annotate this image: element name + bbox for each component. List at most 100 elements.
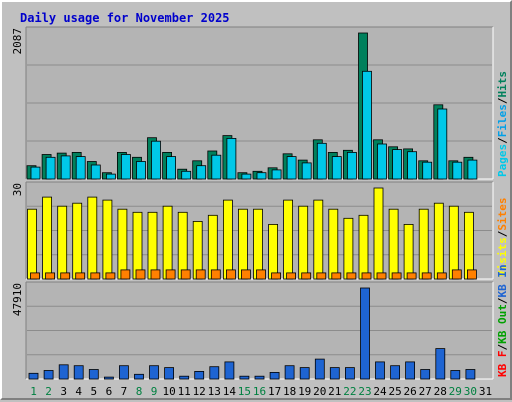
bar-kb-in-day-9 — [149, 365, 159, 380]
x-tick-label: 12 — [193, 385, 206, 398]
bar-visits-day-22 — [343, 217, 354, 280]
x-tick-label: 23 — [358, 385, 371, 398]
bar-visits-day-15 — [237, 208, 248, 280]
bar-files-day-27 — [422, 161, 433, 180]
x-tick-label: 3 — [60, 385, 67, 398]
panel-legend: KB F/KB Out/KB In — [496, 264, 509, 377]
panel-visits-sites: 30 Visits/Sites — [11, 181, 509, 280]
legend-entry: KB Out — [496, 304, 509, 344]
bar-sites-day-28 — [436, 272, 447, 280]
panel-legend: Pages/Files/Hits — [496, 71, 509, 177]
bar-visits-day-6 — [102, 199, 113, 280]
x-tick-label: 6 — [106, 385, 113, 398]
bar-sites-day-20 — [316, 272, 327, 280]
bar-files-day-3 — [60, 155, 71, 180]
bar-sites-day-17 — [271, 272, 282, 280]
bar-sites-day-15 — [240, 269, 251, 280]
bar-kb-in-day-11 — [179, 375, 190, 380]
x-tick-label: 13 — [208, 385, 221, 398]
bar-sites-day-8 — [135, 269, 146, 280]
x-tick-label: 28 — [434, 385, 447, 398]
bar-visits-day-30 — [463, 211, 474, 280]
bar-visits-day-25 — [388, 208, 399, 280]
bar-kb-in-day-3 — [58, 364, 69, 380]
legend-entry: / — [496, 230, 509, 237]
legend-entry: / — [496, 344, 509, 351]
bar-files-day-21 — [331, 156, 342, 180]
x-tick-label: 15 — [238, 385, 251, 398]
bar-files-day-1 — [30, 166, 41, 180]
bar-visits-day-28 — [433, 202, 444, 280]
bar-sites-day-5 — [90, 272, 101, 280]
bar-kb-in-day-14 — [224, 361, 235, 380]
bar-kb-in-day-8 — [134, 373, 144, 380]
x-tick-label: 25 — [388, 385, 401, 398]
bar-visits-day-2 — [42, 196, 52, 280]
bar-visits-day-11 — [177, 211, 188, 280]
bar-visits-day-5 — [87, 196, 98, 280]
x-tick-label: 27 — [419, 385, 432, 398]
bar-files-day-28 — [437, 108, 448, 180]
x-tick-label: 10 — [162, 385, 175, 398]
bar-visits-day-9 — [147, 211, 158, 280]
x-tick-label: 18 — [283, 385, 296, 398]
bar-kb-in-day-18 — [284, 365, 295, 380]
bar-sites-day-23 — [361, 272, 372, 280]
x-tick-label: 22 — [343, 385, 356, 398]
bar-sites-day-14 — [225, 269, 236, 280]
bar-sites-day-19 — [301, 272, 312, 280]
bar-files-day-12 — [196, 165, 207, 180]
bar-sites-day-13 — [210, 269, 221, 280]
legend-entry: Pages — [496, 144, 509, 177]
bar-kb-in-day-29 — [450, 370, 461, 380]
bar-kb-in-day-20 — [314, 358, 325, 380]
bar-files-day-29 — [452, 161, 463, 180]
bar-files-day-22 — [346, 151, 357, 180]
x-tick-label: 30 — [464, 385, 477, 398]
panel-legend: Visits/Sites — [496, 198, 509, 278]
bar-kb-in-day-21 — [329, 367, 340, 380]
bar-visits-day-16 — [253, 208, 263, 280]
bar-files-day-7 — [121, 154, 131, 180]
legend-entry: Files — [496, 104, 509, 137]
bar-sites-day-7 — [120, 269, 131, 280]
bar-visits-day-8 — [132, 211, 143, 280]
bar-sites-day-30 — [466, 269, 477, 280]
bar-visits-day-4 — [72, 202, 83, 280]
bar-sites-day-22 — [346, 272, 357, 280]
bar-sites-day-9 — [150, 269, 161, 280]
bar-visits-day-10 — [162, 205, 173, 280]
bar-kb-in-day-25 — [390, 365, 401, 380]
bar-visits-day-26 — [403, 223, 414, 280]
bar-kb-in-day-6 — [104, 376, 114, 380]
x-tick-label: 4 — [75, 385, 82, 398]
bar-sites-day-12 — [195, 269, 206, 280]
bar-visits-day-13 — [207, 214, 218, 280]
bar-visits-day-3 — [57, 205, 68, 280]
x-tick-label: 20 — [313, 385, 326, 398]
bar-kb-in-day-16 — [254, 375, 265, 380]
y-axis-max-label: 47910 — [11, 283, 24, 316]
bar-files-day-18 — [286, 156, 297, 180]
bar-files-day-6 — [106, 173, 116, 180]
bar-sites-day-21 — [331, 272, 342, 280]
x-tick-label: 11 — [178, 385, 191, 398]
bar-visits-day-1 — [27, 208, 37, 280]
bar-kb-in-day-5 — [88, 369, 99, 380]
bar-kb-in-day-26 — [405, 361, 416, 380]
bar-kb-in-day-22 — [344, 367, 355, 380]
legend-entry: KB F — [496, 351, 509, 378]
bar-kb-in-day-15 — [239, 375, 250, 380]
bar-kb-in-day-30 — [465, 369, 476, 380]
x-tick-label: 7 — [121, 385, 128, 398]
x-tick-label: 24 — [373, 385, 387, 398]
bar-kb-in-day-1 — [28, 372, 39, 380]
bar-visits-day-23 — [358, 214, 369, 280]
bar-kb-in-day-28 — [435, 348, 446, 380]
bar-files-day-4 — [75, 156, 86, 180]
bar-visits-day-24 — [373, 187, 384, 280]
bar-visits-day-21 — [328, 208, 339, 280]
bar-kb-in-day-24 — [375, 361, 385, 380]
bar-sites-day-25 — [391, 272, 402, 280]
